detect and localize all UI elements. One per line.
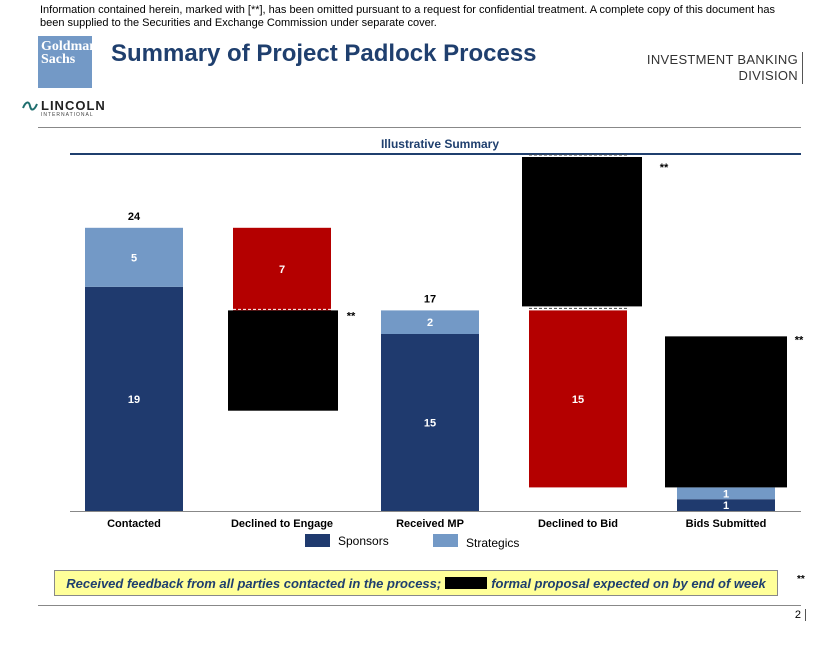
label-contacted-strategics: 5 (131, 252, 137, 264)
bar-declined-bid (529, 310, 627, 488)
redaction-marker-bids: ** (795, 334, 804, 346)
callout-redaction (445, 577, 488, 589)
redaction-marker-bid: ** (660, 162, 669, 174)
label-declined-bid: 15 (572, 394, 584, 406)
waterfall-chart: 19 5 24 7 ** 15 2 17 15 ** 11 ** Contacted Declined t… (70, 154, 804, 550)
bar-bids-strategics (677, 487, 775, 500)
label-received-strategics: 2 (427, 317, 433, 329)
feedback-callout: Received feedback from all parties conta… (54, 570, 778, 596)
callout-text-part2: formal proposal expected on by end of we… (491, 575, 766, 591)
callout-redaction-marker: ** (797, 574, 805, 585)
callout-text-part1: Received feedback from all parties conta… (66, 575, 442, 591)
bar-declined-engage (233, 227, 331, 311)
x-tick-label: Declined to Engage (231, 518, 333, 530)
label-received-total: 17 (424, 293, 436, 305)
legend-swatch-sponsors (305, 534, 330, 547)
bar-contacted-sponsors (85, 286, 183, 511)
bar-contacted-strategics (85, 227, 183, 287)
redaction-declined-engage (228, 310, 338, 411)
division-line2: DIVISION (738, 68, 798, 83)
x-tick-label: Contacted (107, 518, 161, 530)
division-line1: INVESTMENT BANKING (646, 52, 798, 67)
disclaimer-text: Information contained herein, marked wit… (40, 4, 775, 29)
label-contacted-sponsors: 19 (128, 394, 140, 406)
label-bids-strategics: 1 (723, 488, 729, 500)
lincoln-subtitle: INTERNATIONAL (41, 112, 94, 118)
subtitle-underline (70, 153, 801, 155)
lincoln-wave-icon (22, 101, 38, 111)
label-declined-engage: 7 (279, 264, 285, 276)
logo-line1: Goldman (41, 39, 98, 54)
x-tick-label: Bids Submitted (686, 518, 767, 530)
legend-swatch-strategics (433, 534, 458, 547)
chart-subtitle: Illustrative Summary (380, 137, 500, 151)
legend-label-sponsors: Sponsors (338, 534, 389, 548)
legend-label-strategics: Strategics (466, 536, 519, 550)
redaction-declined-bid (522, 157, 642, 307)
label-bids-sponsors: 1 (723, 500, 729, 512)
lincoln-name: LINCOLN (41, 98, 106, 113)
label-received-sponsors: 15 (424, 418, 436, 430)
x-tick-label: Declined to Bid (538, 518, 618, 530)
logo-line2: Sachs (41, 52, 76, 67)
bar-received-strategics (381, 310, 479, 334)
label-contacted-total: 24 (128, 211, 141, 223)
redaction-bids (665, 336, 787, 488)
page-number: 2 (795, 609, 806, 621)
page-title: Summary of Project Padlock Process (111, 40, 537, 67)
division-label: INVESTMENT BANKING DIVISION (647, 52, 803, 84)
x-tick-label: Received MP (396, 518, 464, 530)
bar-received-sponsors (381, 334, 479, 511)
footer-divider (38, 605, 801, 606)
goldman-sachs-logo: Goldman Sachs (38, 36, 98, 88)
header-divider (38, 127, 801, 128)
redaction-marker-engage: ** (347, 310, 356, 322)
bar-bids-sponsors (677, 499, 775, 511)
